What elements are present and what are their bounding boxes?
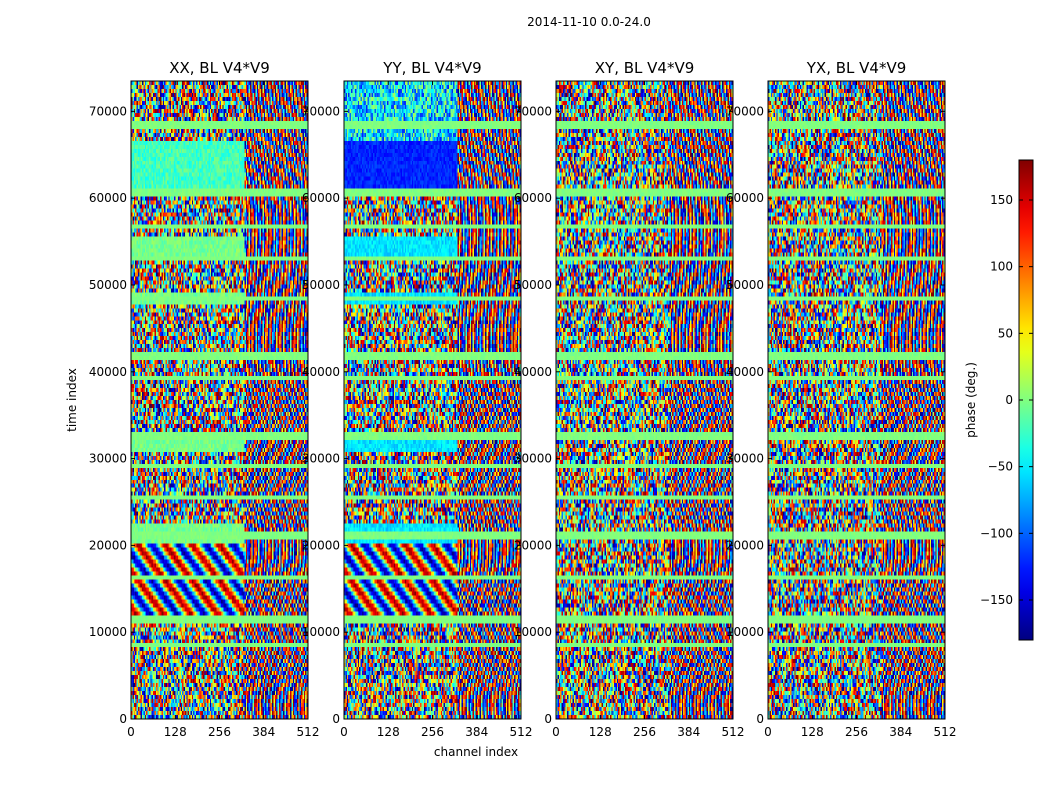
y-tick-label: 30000	[726, 452, 764, 466]
x-tick-label: 384	[677, 725, 700, 739]
y-tick-label: 60000	[726, 191, 764, 205]
y-tick-label: 0	[119, 712, 127, 726]
panel-heatmap-image	[344, 81, 521, 719]
figure-suptitle: 2014-11-10 0.0-24.0	[527, 15, 651, 29]
panel-title: YY, BL V4*V9	[382, 59, 481, 77]
y-axis-label: time index	[65, 368, 79, 432]
x-axis-label: channel index	[434, 745, 518, 759]
y-tick-label: 0	[756, 712, 764, 726]
y-tick-label: 40000	[89, 365, 127, 379]
y-tick-label: 60000	[302, 191, 340, 205]
y-tick-label: 10000	[89, 625, 127, 639]
panel-4: YX, BL V4*V9 0 128 256 384 512 0 10000 20000 3000…	[726, 59, 957, 739]
colorbar-tick-label: 100	[990, 260, 1013, 274]
y-tick-label: 10000	[514, 625, 552, 639]
y-tick-label: 30000	[302, 452, 340, 466]
colorbar-tick-label: 0	[1005, 393, 1013, 407]
y-tick-label: 60000	[89, 191, 127, 205]
y-tick-label: 30000	[514, 452, 552, 466]
x-tick-label: 512	[934, 725, 957, 739]
y-tick-label: 60000	[514, 191, 552, 205]
x-tick-label: 256	[421, 725, 444, 739]
colorbar-tick-label: −150	[980, 593, 1013, 607]
y-tick-label: 50000	[726, 278, 764, 292]
x-tick-label: 0	[552, 725, 560, 739]
x-tick-label: 512	[510, 725, 533, 739]
y-tick-label: 10000	[726, 625, 764, 639]
x-tick-label: 0	[340, 725, 348, 739]
panel-title: YX, BL V4*V9	[806, 59, 907, 77]
panels: XX, BL V4*V9 0 128 256 384 512 0 10000 20000 3000…	[89, 59, 957, 739]
x-tick-label: 128	[377, 725, 400, 739]
panel-heatmap-image	[131, 81, 308, 719]
colorbar-tick-label: −100	[980, 526, 1013, 540]
x-tick-label: 384	[252, 725, 275, 739]
x-tick-label: 0	[764, 725, 772, 739]
y-tick-label: 70000	[514, 104, 552, 118]
y-tick-label: 50000	[302, 278, 340, 292]
x-tick-label: 256	[845, 725, 868, 739]
panel-1: XX, BL V4*V9 0 128 256 384 512 0 10000 20000 3000…	[89, 59, 320, 739]
y-tick-label: 10000	[302, 625, 340, 639]
colorbar-tick-label: 150	[990, 193, 1013, 207]
y-tick-label: 20000	[302, 538, 340, 552]
x-tick-label: 512	[722, 725, 745, 739]
y-tick-label: 40000	[514, 365, 552, 379]
x-tick-label: 128	[589, 725, 612, 739]
x-tick-label: 256	[208, 725, 231, 739]
x-tick-label: 384	[889, 725, 912, 739]
panel-title: XX, BL V4*V9	[169, 59, 270, 77]
panel-title: XY, BL V4*V9	[595, 59, 695, 77]
y-tick-label: 70000	[89, 104, 127, 118]
y-tick-label: 30000	[89, 452, 127, 466]
y-tick-label: 40000	[302, 365, 340, 379]
x-tick-label: 512	[297, 725, 320, 739]
panel-3: XY, BL V4*V9 0 128 256 384 512 0 10000 20000 3000…	[514, 59, 745, 739]
x-tick-label: 128	[164, 725, 187, 739]
colorbar-tick-label: −50	[988, 460, 1013, 474]
panel-heatmap-image	[556, 81, 733, 719]
x-tick-label: 0	[127, 725, 135, 739]
y-tick-label: 70000	[726, 104, 764, 118]
y-tick-label: 20000	[726, 538, 764, 552]
y-tick-label: 0	[544, 712, 552, 726]
y-tick-label: 20000	[514, 538, 552, 552]
colorbar-tick-label: 50	[998, 326, 1013, 340]
y-tick-label: 50000	[514, 278, 552, 292]
x-tick-label: 128	[801, 725, 824, 739]
y-tick-label: 0	[332, 712, 340, 726]
y-tick-label: 50000	[89, 278, 127, 292]
colorbar-label: phase (deg.)	[964, 362, 978, 438]
panel-heatmap-image	[768, 81, 945, 719]
y-tick-label: 40000	[726, 365, 764, 379]
colorbar: −150 −100 −50 0 50 100 150	[980, 159, 1034, 641]
y-tick-label: 70000	[302, 104, 340, 118]
y-tick-label: 20000	[89, 538, 127, 552]
panel-2: YY, BL V4*V9 0 128 256 384 512 0 10000 20000 3000…	[302, 59, 533, 739]
x-tick-label: 384	[465, 725, 488, 739]
x-tick-label: 256	[633, 725, 656, 739]
